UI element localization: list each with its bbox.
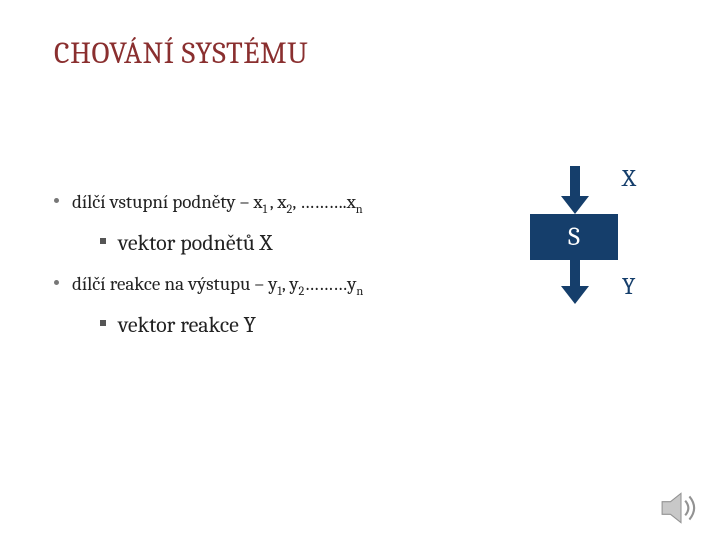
sub: n <box>356 285 363 299</box>
bullet-content: dílčí vstupní podněty – x1 , x2, ……….xn … <box>54 188 474 352</box>
bullet-input-vector: vektor podnětů X <box>100 226 474 260</box>
system-box: S <box>530 214 618 260</box>
sub: n <box>356 203 363 217</box>
label-y: Y <box>622 272 635 300</box>
speaker-icon <box>660 490 702 526</box>
arrow-out-head <box>561 286 589 304</box>
text: dílčí reakce na výstupu – y <box>72 273 277 295</box>
inner-list: vektor reakce Y <box>72 308 474 342</box>
bullet-inputs: dílčí vstupní podněty – x1 , x2, ……….xn … <box>54 188 474 260</box>
slide-title: CHOVÁNÍ SYSTÉMU <box>54 36 308 71</box>
slide: CHOVÁNÍ SYSTÉMU dílčí vstupní podněty – … <box>0 0 720 540</box>
text: , ……….x <box>292 191 355 213</box>
arrow-in-stem <box>570 166 580 198</box>
bullet-output-vector: vektor reakce Y <box>100 308 474 342</box>
outer-list: dílčí vstupní podněty – x1 , x2, ……….xn … <box>54 188 474 342</box>
arrow-out-stem <box>570 260 580 288</box>
inner-list: vektor podnětů X <box>72 226 474 260</box>
sub: 1 <box>263 203 270 217</box>
label-x: X <box>622 164 636 192</box>
text: , y <box>282 273 299 295</box>
arrow-in-head <box>561 196 589 214</box>
text: dílčí vstupní podněty – x <box>72 191 263 213</box>
text: , x <box>270 191 287 213</box>
system-diagram: X S Y <box>520 156 670 336</box>
text: ………y <box>304 273 356 295</box>
bullet-outputs: dílčí reakce na výstupu – y1, y2………yn ve… <box>54 270 474 342</box>
